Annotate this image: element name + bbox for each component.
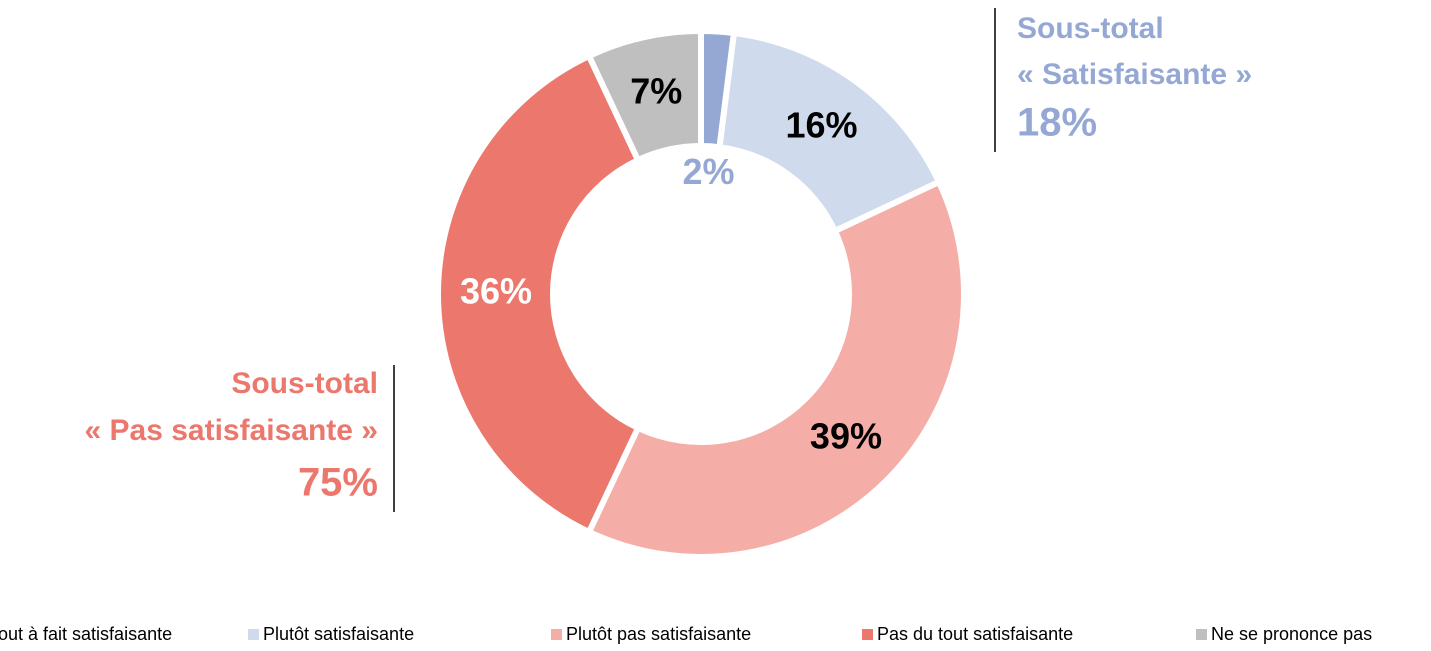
annotation-text: 18% bbox=[1017, 101, 1097, 145]
legend-label: Ne se prononce pas bbox=[1211, 624, 1372, 644]
data-label: 36% bbox=[460, 271, 532, 312]
annotation-text: 75% bbox=[298, 461, 378, 505]
legend-label: Tout à fait satisfaisante bbox=[0, 624, 172, 644]
data-label: 16% bbox=[785, 105, 857, 146]
data-label: 7% bbox=[630, 70, 682, 111]
annotation-text: Sous-total bbox=[1017, 12, 1164, 45]
donut-slice bbox=[585, 178, 967, 560]
annotation-text: « Pas satisfaisante » bbox=[84, 414, 378, 447]
legend-swatch bbox=[862, 629, 873, 640]
donut-slice bbox=[585, 27, 704, 165]
legend-swatch bbox=[1196, 629, 1207, 640]
data-label: 2% bbox=[683, 151, 735, 192]
donut-slice bbox=[435, 52, 642, 536]
legend-swatch bbox=[248, 629, 259, 640]
legend-label: Plutôt satisfaisante bbox=[263, 624, 414, 644]
donut-slice bbox=[716, 29, 943, 235]
annotation-text: Sous-total bbox=[231, 367, 378, 400]
data-label: 39% bbox=[810, 415, 882, 456]
annotation-text: « Satisfaisante » bbox=[1017, 58, 1252, 91]
legend-label: Plutôt pas satisfaisante bbox=[566, 624, 751, 644]
legend-label: Pas du tout satisfaisante bbox=[877, 624, 1073, 644]
legend-swatch bbox=[551, 629, 562, 640]
